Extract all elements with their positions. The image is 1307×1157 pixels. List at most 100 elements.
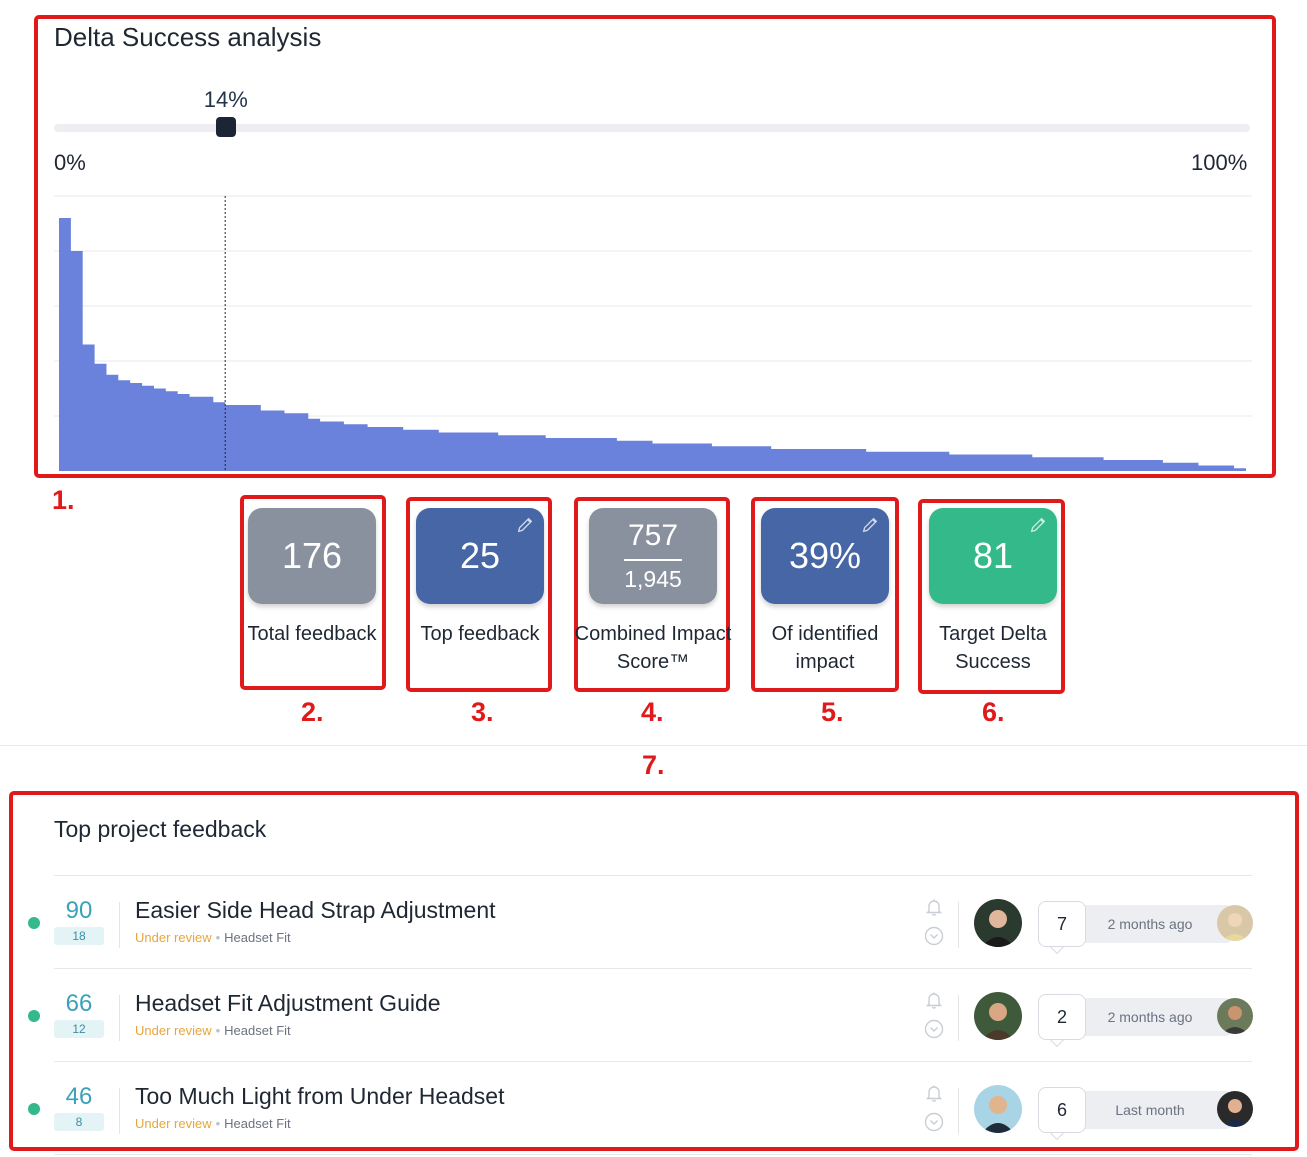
feedback-row[interactable]: 66 12 Headset Fit Adjustment Guide Under… [0,969,1307,1062]
section-title: Top project feedback [54,816,267,842]
activity-time: Last month [1115,1102,1185,1118]
pencil-icon[interactable] [516,516,534,534]
stat-target-delta-success[interactable]: 81 Target Delta Success [929,508,1057,676]
comment-count[interactable]: 6 [1038,1087,1086,1133]
stat-label: Of identified impact [771,623,879,673]
score-value: 46 [65,1083,93,1110]
bell-icon[interactable] [924,897,944,917]
delta-success-chart [54,195,1252,471]
avatar[interactable] [1217,998,1253,1034]
feedback-meta: Under review • Headset Fit [135,1116,291,1131]
annotation-box-3 [406,497,552,692]
pencil-icon[interactable] [861,516,879,534]
avatar[interactable] [1217,905,1253,941]
meta-dot: • [215,1023,221,1038]
annotation-label-6: 6. [982,697,1005,727]
activity-time: 2 months ago [1107,1009,1193,1025]
stat-denominator: 1,945 [624,566,682,592]
stat-label: Target Delta Success [939,623,1047,673]
feedback-meta: Under review • Headset Fit [135,1023,291,1038]
vote-count: 18 [54,927,104,945]
status-dot [28,917,40,929]
row-divider [54,968,1252,969]
stat-numerator: 757 [627,519,679,552]
slider-track[interactable] [54,124,1250,132]
stat-tile: 757 1,945 [589,508,717,604]
stat-tile[interactable]: 39% [761,508,889,604]
chevron-down-circle-icon[interactable] [924,1112,944,1132]
vote-count: 12 [54,1020,104,1038]
activity-time: 2 months ago [1107,916,1193,932]
commenter-avatar-image [1217,998,1253,1034]
slider-handle[interactable] [215,117,236,137]
status-dot [28,1103,40,1115]
chevron-down-circle-icon[interactable] [924,926,944,946]
stat-identified-impact[interactable]: 39% Of identified impact [761,508,889,676]
row-separator [958,902,959,948]
annotation-box-4 [574,497,730,692]
slider-min-label: 0% [54,150,86,175]
slider-max-label: 100% [1191,150,1248,175]
pencil-icon[interactable] [1029,516,1047,534]
stat-label: Top feedback [420,623,540,645]
row-separator [958,1088,959,1134]
row-separator [958,995,959,1041]
chevron-down-circle-icon[interactable] [924,1019,944,1039]
row-separator [119,902,120,948]
bell-icon[interactable] [924,990,944,1010]
avatar[interactable] [974,1085,1022,1133]
stat-label: Total feedback [247,623,377,645]
activity-bar [1072,905,1232,943]
status-label: Under review [135,930,212,945]
feedback-title[interactable]: Easier Side Head Strap Adjustment [135,897,496,923]
comment-count[interactable]: 7 [1038,901,1086,947]
meta-dot: • [215,1116,221,1131]
stat-tile[interactable]: 81 [929,508,1057,604]
stat-value: 81 [972,535,1014,576]
stat-value: 176 [281,535,343,576]
fraction-divider [624,559,682,561]
category-label: Headset Fit [224,1116,291,1131]
score-value: 90 [65,897,93,924]
stat-total-feedback: 176 Total feedback [248,508,376,648]
annotation-box-5 [751,497,899,692]
avatar[interactable] [1217,1091,1253,1127]
row-divider [54,1061,1252,1062]
meta-dot: • [215,930,221,945]
feedback-title[interactable]: Too Much Light from Under Headset [135,1083,505,1109]
status-label: Under review [135,1116,212,1131]
stat-value: 39% [788,535,862,576]
status-dot [28,1010,40,1022]
annotation-box-7 [9,791,1299,1151]
annotation-label-1: 1. [52,485,75,515]
chart-area [59,218,1246,471]
panel-title: Delta Success analysis [54,22,322,52]
annotation-label-5: 5. [821,697,844,727]
vote-count: 8 [54,1113,104,1131]
feedback-row[interactable]: 46 8 Too Much Light from Under Headset U… [0,1062,1307,1155]
category-label: Headset Fit [224,930,291,945]
stat-tile[interactable]: 25 [416,508,544,604]
annotation-box-6 [918,499,1065,694]
annotation-label-2: 2. [301,697,324,727]
feedback-row[interactable]: 90 18 Easier Side Head Strap Adjustment … [0,876,1307,969]
author-avatar-image [974,899,1022,947]
avatar[interactable] [974,899,1022,947]
score-block: 66 12 [54,991,104,1038]
activity-bar [1072,998,1232,1036]
row-separator [119,1088,120,1134]
score-block: 46 8 [54,1084,104,1131]
stat-top-feedback[interactable]: 25 Top feedback [416,508,544,648]
annotation-label-4: 4. [641,697,664,727]
annotation-label-7: 7. [642,750,665,780]
comment-count[interactable]: 2 [1038,994,1086,1040]
stat-tile: 176 [248,508,376,604]
feedback-meta: Under review • Headset Fit [135,930,291,945]
score-value: 66 [65,990,93,1017]
row-separator [119,995,120,1041]
feedback-title[interactable]: Headset Fit Adjustment Guide [135,990,441,1016]
category-label: Headset Fit [224,1023,291,1038]
avatar[interactable] [974,992,1022,1040]
stat-label: Combined Impact Score™ [574,623,732,673]
bell-icon[interactable] [924,1083,944,1103]
